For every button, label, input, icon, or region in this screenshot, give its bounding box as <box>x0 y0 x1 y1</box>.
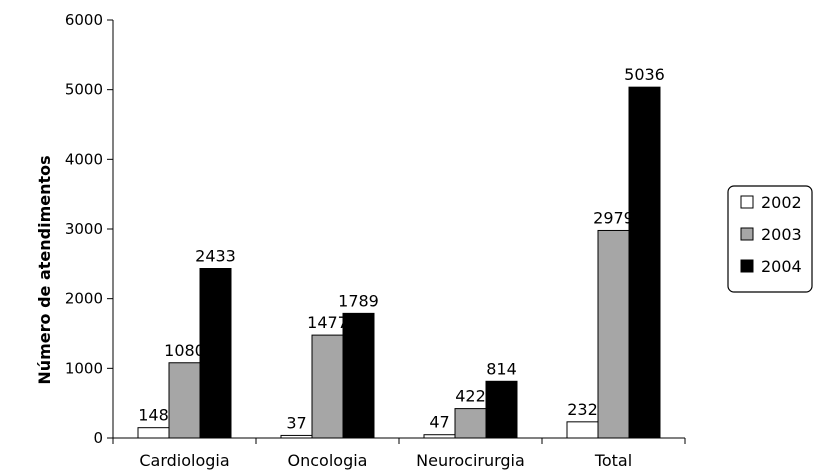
data-label: 47 <box>429 413 449 432</box>
data-label: 1080 <box>164 341 205 360</box>
bar <box>199 268 232 439</box>
data-label: 814 <box>486 359 517 378</box>
y-tick-label: 1000 <box>65 359 103 377</box>
y-axis-label: Número de atendimentos <box>35 155 54 384</box>
bar <box>311 334 344 439</box>
legend: 2002 2003 2004 <box>727 185 813 293</box>
data-label: 1789 <box>338 291 379 310</box>
x-axis: Cardiologia Oncologia Neurocirurgia Total <box>112 437 686 470</box>
y-axis: 0 1000 2000 3000 4000 5000 6000 <box>65 11 114 447</box>
y-tick-label: 0 <box>93 429 103 447</box>
bar <box>597 229 630 439</box>
bar <box>566 421 599 439</box>
legend-swatch <box>740 195 754 209</box>
x-category-label: Neurocirurgia <box>416 451 525 470</box>
y-tick-label: 5000 <box>65 81 103 99</box>
legend-swatch <box>740 259 754 273</box>
data-label: 232 <box>567 400 598 419</box>
legend-label: 2003 <box>761 225 802 244</box>
bar <box>485 380 518 439</box>
y-tick-label: 3000 <box>65 220 103 238</box>
x-category-label: Cardiologia <box>139 451 229 470</box>
y-tick-label: 2000 <box>65 290 103 308</box>
bar <box>342 312 375 439</box>
bar <box>454 408 487 439</box>
y-tick-label: 4000 <box>65 150 103 168</box>
data-label: 37 <box>286 413 306 432</box>
bar <box>628 86 661 439</box>
data-label: 422 <box>455 387 486 406</box>
legend-label: 2004 <box>761 257 802 276</box>
data-label: 5036 <box>624 65 665 84</box>
bar <box>137 427 170 439</box>
x-category-label: Total <box>594 451 632 470</box>
x-category-label: Oncologia <box>288 451 368 470</box>
legend-label: 2002 <box>761 193 802 212</box>
bar <box>168 362 201 439</box>
data-label: 148 <box>138 406 169 425</box>
data-label: 1477 <box>307 313 348 332</box>
data-label: 2979 <box>593 208 634 227</box>
legend-swatch <box>740 227 754 241</box>
data-label: 2433 <box>195 247 236 266</box>
y-tick-label: 6000 <box>65 11 103 29</box>
